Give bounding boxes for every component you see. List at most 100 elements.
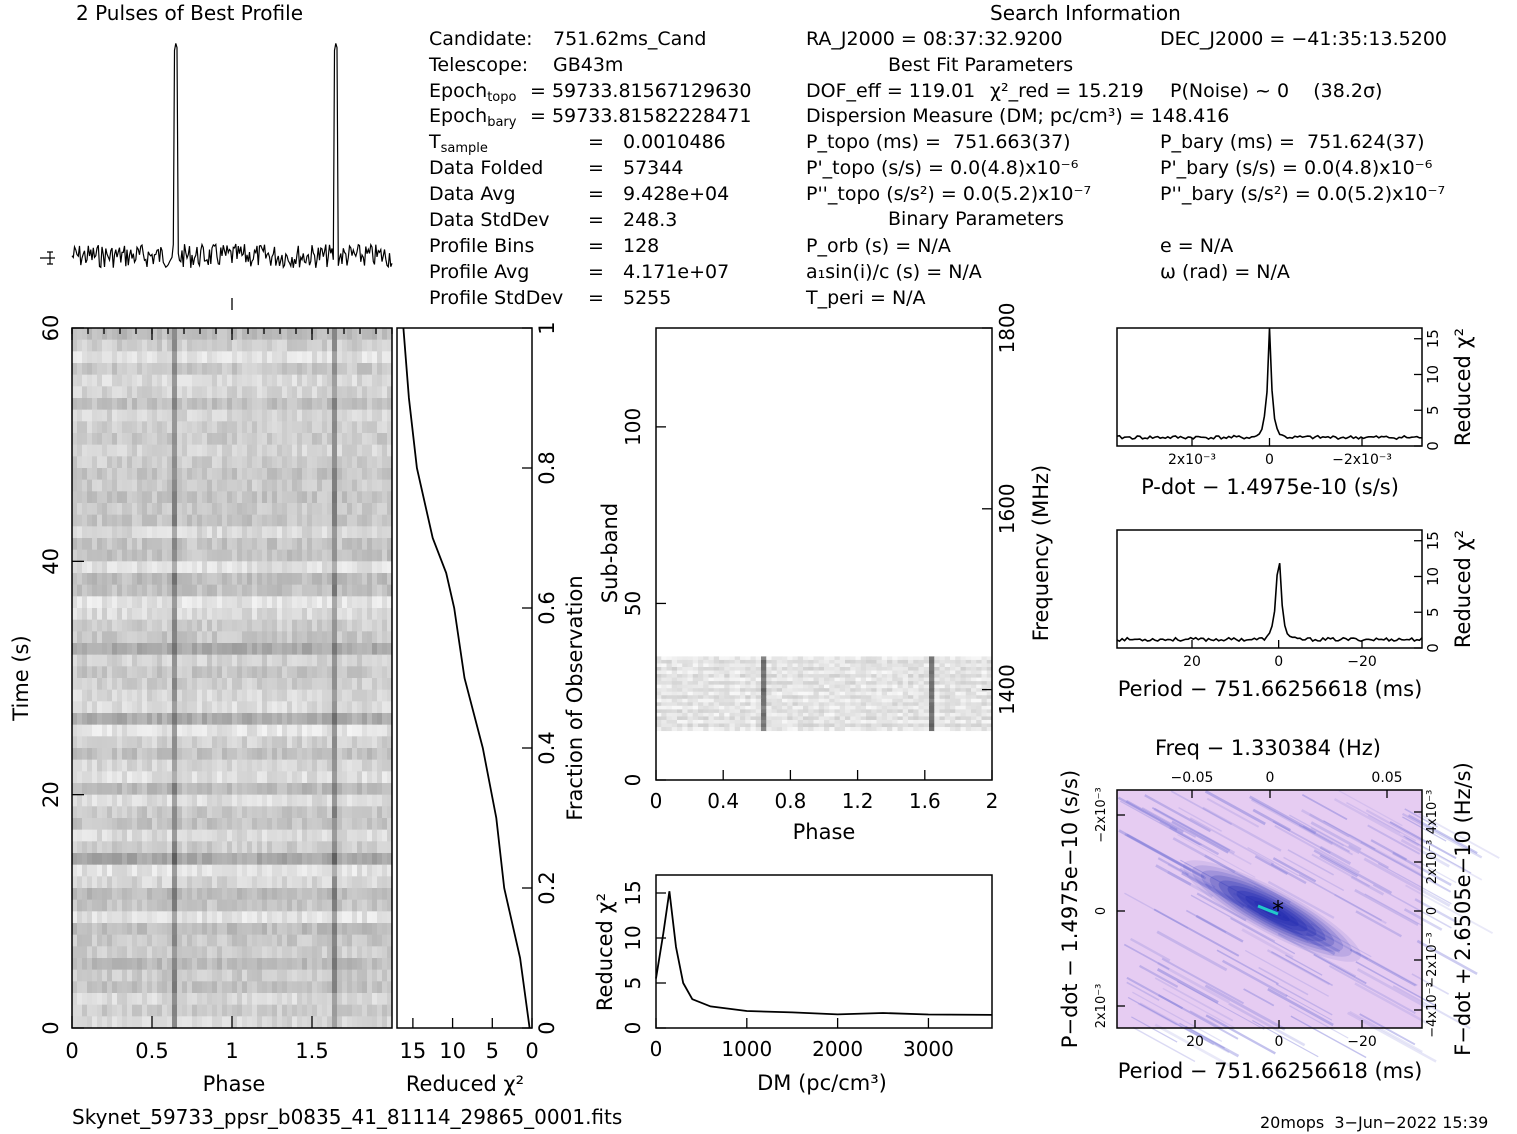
heat-cell [97,841,103,853]
heat-cell [252,993,258,1005]
heat-cell [82,386,88,398]
heat-cell [362,853,368,865]
heat-cell [252,351,258,363]
heat-cell [292,410,298,422]
heat-cell [102,363,108,375]
heat-cell [819,667,825,671]
heat-cell [709,656,715,660]
heat-cell [971,702,977,706]
heat-cell [122,421,128,433]
heat-cell [182,690,188,702]
heat-cell [808,702,814,706]
heat-cell [913,663,919,667]
heat-cell [202,993,208,1005]
heat-cell [287,853,293,865]
heat-cell [97,888,103,900]
heat-cell [247,818,253,830]
heat-cell [971,656,977,660]
heat-cell [307,958,313,970]
heat-cell [656,678,662,682]
heat-cell [102,748,108,760]
heat-cell [247,585,253,597]
heat-cell [829,709,835,713]
heat-cell [766,681,772,685]
heat-cell [177,491,183,503]
heat-cell [77,538,83,550]
heat-cell [97,678,103,690]
heat-cell [342,480,348,492]
heat-cell [192,421,198,433]
heat-cell [282,970,288,982]
heat-cell [132,771,138,783]
heat-cell [282,911,288,923]
heat-cell [735,663,741,667]
heat-cell [966,702,972,706]
heat-cell [719,702,725,706]
heat-cell [332,666,338,678]
heat-cell [117,398,123,410]
heat-cell [950,699,956,703]
heat-cell [714,692,720,696]
heat-cell [272,643,278,655]
heat-cell [866,699,872,703]
heat-cell [142,351,148,363]
heat-cell [337,608,343,620]
heat-cell [871,695,877,699]
heat-cell [217,550,223,562]
heat-cell [87,911,93,923]
heat-cell [237,841,243,853]
heat-cell [122,631,128,643]
heat-cell [327,666,333,678]
heat-cell [829,656,835,660]
heat-cell [327,655,333,667]
heat-cell [877,681,883,685]
heat-cell [152,398,158,410]
heat-cell [82,480,88,492]
heat-cell [798,702,804,706]
heat-cell [77,865,83,877]
heat-cell [162,783,168,795]
heat-cell [202,421,208,433]
heat-cell [332,795,338,807]
heat-cell [207,398,213,410]
heat-cell [317,398,323,410]
heat-cell [162,480,168,492]
heat-cell [172,491,178,503]
heat-cell [167,806,173,818]
heat-cell [332,585,338,597]
heat-cell [262,760,268,772]
heat-cell [277,538,283,550]
heat-cell [197,888,203,900]
heat-cell [277,573,283,585]
heat-cell [372,841,378,853]
heat-cell [950,663,956,667]
heat-cell [172,410,178,422]
heat-cell [382,561,388,573]
heat-cell [137,771,143,783]
heat-cell [257,900,263,912]
heat-cell [362,351,368,363]
heat-cell [152,433,158,445]
heat-cell [267,398,273,410]
heat-cell [302,515,308,527]
heat-cell [262,445,268,457]
heat-cell [287,748,293,760]
heat-cell [709,667,715,671]
heat-cell [242,888,248,900]
heat-cell [77,585,83,597]
heat-cell [961,699,967,703]
heat-cell [919,678,925,682]
heat-cell [735,706,741,710]
heat-cell [277,841,283,853]
heat-cell [307,585,313,597]
heat-cell [297,736,303,748]
heat-cell [766,663,772,667]
heat-cell [102,1005,108,1017]
heat-cell [898,681,904,685]
heat-cell [257,736,263,748]
heat-cell [247,853,253,865]
heat-cell [227,398,233,410]
heat-cell [72,760,78,772]
heat-cell [327,760,333,772]
heat-cell [377,760,383,772]
